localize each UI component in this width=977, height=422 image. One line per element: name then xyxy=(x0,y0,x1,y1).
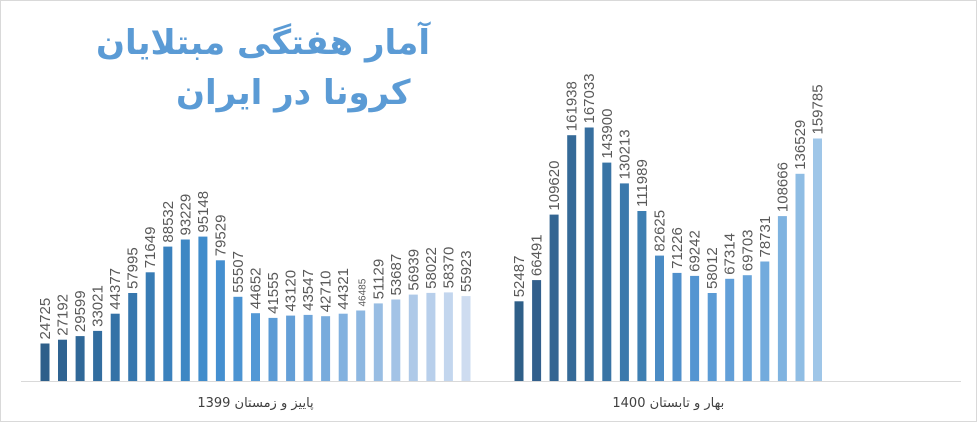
data-label-g2-16: 108666 xyxy=(774,162,791,212)
data-label-g2-4: 161938 xyxy=(564,81,581,131)
data-label-g1-7: 71649 xyxy=(142,227,159,269)
bar-g1-12 xyxy=(233,296,243,381)
data-label-g1-13: 44652 xyxy=(248,267,265,309)
data-label-g1-21: 53687 xyxy=(388,254,405,296)
bar-g2-9 xyxy=(655,255,664,381)
bar-g2-10 xyxy=(672,272,682,381)
bar-g2-4 xyxy=(567,135,577,381)
data-label-g2-9: 82625 xyxy=(652,210,669,252)
bar-g1-8 xyxy=(163,246,173,381)
data-label-g1-14: 41555 xyxy=(265,272,282,314)
data-label-g1-10: 95148 xyxy=(195,191,212,233)
data-label-g1-6: 57995 xyxy=(125,247,142,289)
bar-g1-7 xyxy=(145,272,155,381)
bar-g2-8 xyxy=(637,211,647,381)
data-label-g2-11: 69242 xyxy=(687,230,704,272)
bar-g1-9 xyxy=(180,239,190,381)
bar-g1-3 xyxy=(75,336,85,381)
bar-g1-16 xyxy=(303,314,313,381)
data-label-g1-4: 33021 xyxy=(90,285,107,327)
data-label-g2-17: 136529 xyxy=(792,120,809,170)
data-label-g2-14: 69703 xyxy=(739,229,756,271)
data-label-g2-8: 111989 xyxy=(634,159,651,207)
bar-g2-13 xyxy=(725,278,735,381)
bar-g1-2 xyxy=(58,339,67,381)
bar-g1-23 xyxy=(426,292,436,381)
bar-g2-2 xyxy=(532,280,542,381)
bar-g2-15 xyxy=(760,261,770,381)
data-label-g1-5: 44377 xyxy=(107,268,124,310)
data-label-g2-10: 71226 xyxy=(669,227,686,269)
data-label-g1-19: 46485 xyxy=(358,278,369,306)
data-label-g1-25: 55923 xyxy=(458,250,475,292)
data-label-g2-7: 130213 xyxy=(616,129,633,179)
bar-g2-17 xyxy=(795,173,805,381)
data-label-g1-15: 43120 xyxy=(283,270,300,312)
data-label-g1-24: 58370 xyxy=(440,247,457,289)
data-label-g1-20: 51129 xyxy=(370,259,387,300)
data-label-g1-18: 44321 xyxy=(335,268,352,310)
bar-g2-6 xyxy=(602,162,612,381)
bar-g1-4 xyxy=(93,330,103,381)
bar-g1-1 xyxy=(40,343,50,381)
bar-g1-24 xyxy=(443,292,453,381)
bar-g1-6 xyxy=(128,293,138,381)
bar-g2-7 xyxy=(619,183,629,381)
bar-g1-19 xyxy=(356,310,366,381)
bar-g1-25 xyxy=(461,296,471,381)
bar-g1-20 xyxy=(373,303,383,381)
bar-g2-1 xyxy=(514,301,524,381)
bar-g1-18 xyxy=(338,313,348,381)
data-label-g1-8: 88532 xyxy=(160,201,177,243)
bar-g2-16 xyxy=(777,216,787,381)
bar-g2-3 xyxy=(549,214,559,381)
bar-g1-13 xyxy=(251,313,260,381)
data-label-g1-23: 58022 xyxy=(423,247,440,289)
data-label-g2-6: 143900 xyxy=(599,109,616,159)
data-label-g2-2: 66491 xyxy=(529,234,546,276)
data-label-g2-12: 58012 xyxy=(704,247,721,289)
data-label-g1-17: 42710 xyxy=(318,270,335,312)
bar-g2-5 xyxy=(584,127,594,381)
bar-g1-17 xyxy=(321,316,331,381)
bar-g1-21 xyxy=(391,299,401,381)
data-label-g2-5: 167033 xyxy=(581,73,598,123)
bar-g1-11 xyxy=(215,260,225,381)
data-label-g1-9: 93229 xyxy=(177,194,194,236)
bar-g1-5 xyxy=(110,313,120,381)
bar-g1-10 xyxy=(198,236,208,381)
category-label-1: پاییز و زمستان 1399 xyxy=(197,396,314,411)
data-label-g1-3: 29599 xyxy=(72,290,89,332)
data-label-g1-2: 27192 xyxy=(55,294,72,336)
data-label-g1-11: 79529 xyxy=(212,215,229,257)
data-label-g2-3: 109620 xyxy=(546,161,563,211)
chart-title-line1: آمار هفتگی مبتلایان xyxy=(96,23,430,63)
data-label-g2-1: 52487 xyxy=(511,256,528,298)
bar-g2-14 xyxy=(742,275,752,381)
data-label-g2-18: 159785 xyxy=(810,84,827,134)
chart-title-line2: کرونا در ایران xyxy=(176,73,411,113)
data-label-g1-16: 43547 xyxy=(300,269,317,311)
data-label-g1-1: 24725 xyxy=(37,298,54,340)
bar-g2-12 xyxy=(707,293,717,381)
bar-g2-11 xyxy=(690,275,700,381)
data-label-g2-13: 67314 xyxy=(722,233,739,275)
bar-g2-18 xyxy=(813,138,822,381)
data-label-g2-15: 78731 xyxy=(757,216,774,258)
data-label-g1-12: 55507 xyxy=(230,251,247,293)
bar-g1-15 xyxy=(286,315,296,381)
bar-g1-14 xyxy=(268,317,278,381)
bar-g1-22 xyxy=(408,294,418,381)
data-label-g1-22: 56939 xyxy=(405,249,422,291)
category-label-2: بهار و تابستان 1400 xyxy=(612,396,724,411)
